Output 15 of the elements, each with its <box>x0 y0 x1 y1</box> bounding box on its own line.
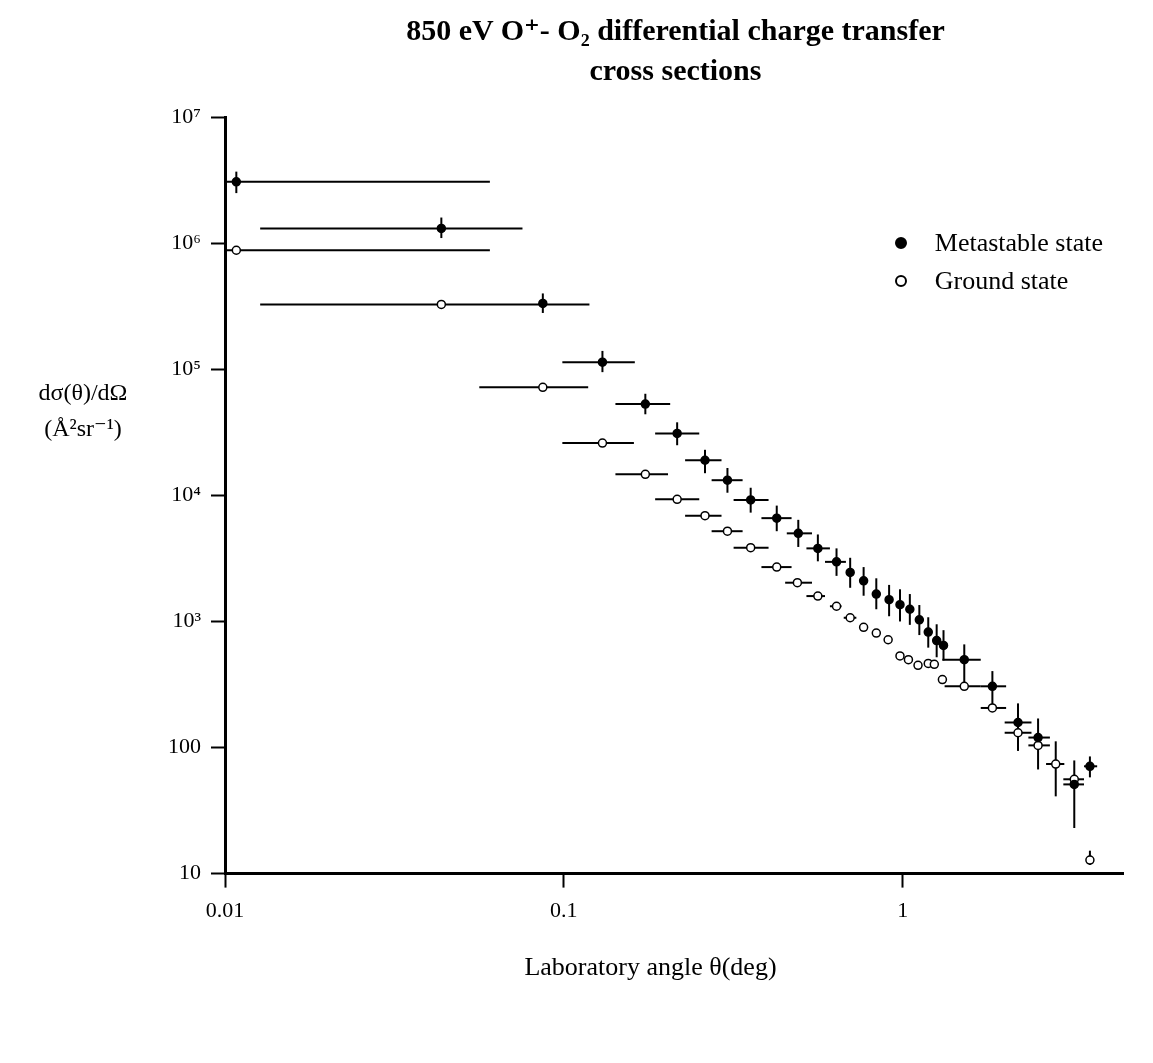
chart-title: 850 eV O⁺- O₂ differential charge transfer cross sections <box>405 12 946 88</box>
y-tick-label: 100 <box>168 733 201 759</box>
x-axis-title: Laboratory angle θ(deg) <box>523 952 778 982</box>
y-tick-label: 10⁷ <box>171 102 201 128</box>
x-tick-label: 0.01 <box>205 896 245 922</box>
y-tick-label: 10³ <box>172 607 202 633</box>
y-tick-label: 10⁴ <box>171 481 202 507</box>
y-axis-title: dσ(θ)/dΩ (Å²sr⁻¹) <box>37 378 129 443</box>
y-tick-label: 10⁶ <box>171 229 201 255</box>
y-tick-label: 10 <box>179 859 201 885</box>
legend-label: Metastable state <box>934 227 1103 259</box>
y-tick-label: 10⁵ <box>171 355 201 381</box>
x-tick-label: 1 <box>897 896 909 922</box>
x-tick-label: 0.1 <box>550 896 578 922</box>
legend-label: Ground state <box>934 265 1069 297</box>
